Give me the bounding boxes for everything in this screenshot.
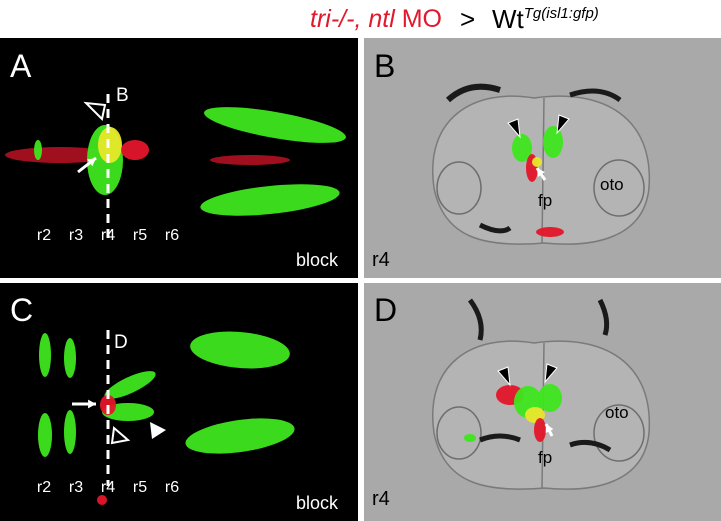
panel-label: C [10, 292, 33, 328]
fluorescence [64, 410, 76, 454]
rhombomere-label: r2 [37, 227, 51, 244]
image-content [5, 83, 651, 505]
fluorescence [39, 333, 51, 377]
fluorescence [532, 157, 542, 167]
panel-c-bg [0, 283, 358, 521]
rhombomere-label: r4 [101, 479, 115, 496]
fluorescence [121, 140, 149, 160]
level-label: r4 [372, 488, 390, 510]
fluorescence [185, 418, 295, 454]
section-marker: D [114, 332, 128, 353]
arrowhead [556, 114, 570, 135]
fluorescence [536, 227, 564, 237]
otic-vesicle [593, 159, 645, 217]
rhombomere-label: r5 [133, 479, 147, 496]
rhombomere-label: r6 [165, 479, 179, 496]
arrowhead [544, 363, 558, 384]
pigment [478, 222, 512, 234]
otic-vesicle [436, 161, 482, 215]
transgene: Tg(isl1:gfp) [524, 5, 599, 22]
pigment [569, 88, 622, 103]
pigment [445, 83, 501, 103]
floor-plate-label: fp [538, 191, 552, 210]
header-left: tri-/-, ntl MO [310, 5, 442, 33]
arrow-tip [545, 424, 554, 433]
otic-label: oto [605, 403, 629, 422]
host: Wt [492, 4, 525, 34]
rhombomere-label: r5 [133, 227, 147, 244]
section-marker: B [116, 85, 129, 106]
fluorescence [98, 127, 122, 163]
fluorescence [104, 371, 156, 399]
fluorescence [64, 338, 76, 378]
otic-vesicle [593, 404, 645, 462]
panel-label: D [374, 292, 397, 328]
pigment [597, 298, 610, 336]
fluorescence [97, 495, 107, 505]
pigment [479, 433, 612, 453]
panel-label: B [374, 48, 395, 84]
rhombomere-label: r2 [37, 479, 51, 496]
open-arrowhead [110, 426, 131, 445]
tissue-outline [541, 97, 545, 244]
condition: block [296, 250, 339, 270]
panel-label: A [10, 48, 32, 84]
arrow-tip [87, 158, 96, 167]
floor-plate-label: fp [538, 448, 552, 467]
arrowhead [497, 366, 511, 387]
otic-label: oto [600, 175, 624, 194]
rhombomere-label: r3 [69, 227, 83, 244]
fluorescence [34, 140, 42, 160]
level-label: r4 [372, 249, 390, 271]
header-arrow: > [460, 4, 475, 34]
fluorescence [210, 155, 290, 165]
genotype: tri-/-, [310, 5, 361, 33]
open-arrowhead [83, 101, 107, 122]
arrow-tip [537, 168, 545, 177]
morpholino-gene: ntl [368, 5, 396, 33]
rhombomere-label: r3 [69, 479, 83, 496]
fluorescence [200, 184, 340, 216]
header-host: WtTg(isl1:gfp) [492, 4, 599, 34]
fluorescence [190, 331, 290, 369]
pigment [467, 298, 484, 341]
arrow-tip [88, 399, 96, 409]
fluorescence [512, 134, 532, 162]
arrowhead [507, 118, 521, 139]
fluorescence [534, 418, 546, 442]
arrowhead [150, 422, 166, 439]
rhombomere-label: r6 [165, 227, 179, 244]
morpholino: MO [402, 5, 442, 33]
fluorescence [38, 413, 52, 457]
rhombomere-label: r4 [101, 227, 115, 244]
fluorescence [464, 434, 476, 442]
otic-vesicle [436, 406, 482, 460]
fluorescence [204, 107, 346, 143]
fluorescence [538, 384, 562, 412]
condition: block [296, 493, 339, 513]
fluorescence [543, 126, 563, 158]
